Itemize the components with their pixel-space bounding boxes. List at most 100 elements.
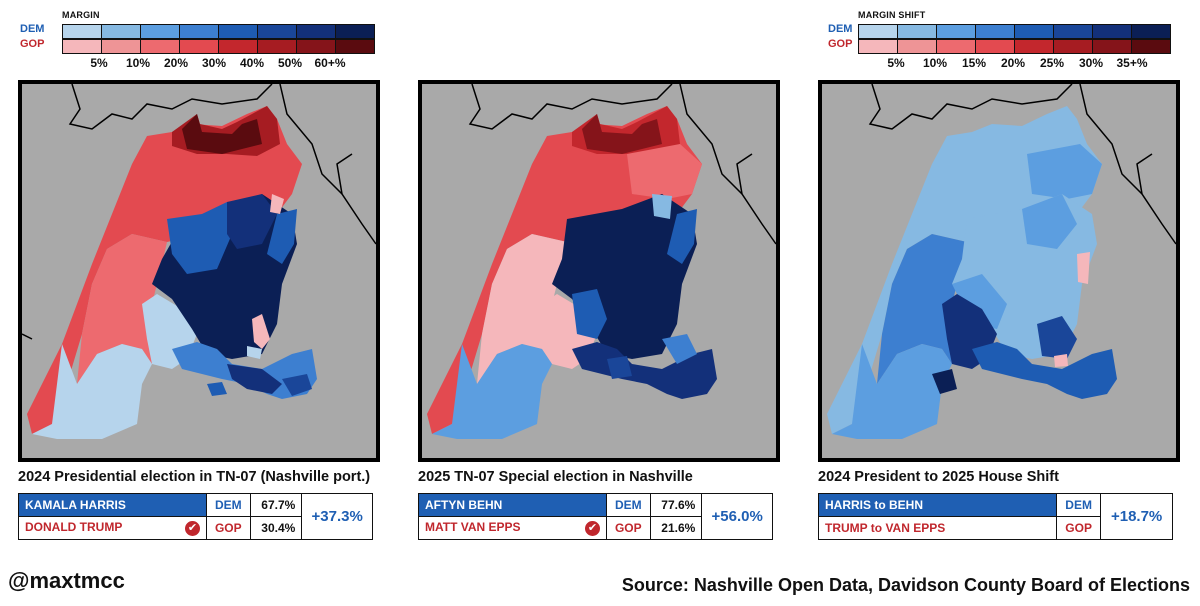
gop-candidate: MATT VAN EPPS (425, 520, 521, 534)
margin-value: +37.3% (301, 493, 373, 540)
margin-legend-tick: 20% (163, 56, 189, 70)
panel-title-shift: 2024 President to 2025 House Shift (818, 469, 1059, 485)
dem-candidate: KAMALA HARRIS (18, 493, 207, 517)
map-2024-presidential-svg (22, 84, 376, 439)
results-table-2024: KAMALA HARRIS DEM 67.7% +37.3% DONALD TR… (18, 493, 373, 540)
shift-value: +18.7% (1100, 493, 1173, 540)
legend-swatch (63, 40, 102, 53)
legend-swatch (937, 25, 976, 38)
precinct (652, 194, 672, 219)
legend-swatch (297, 40, 336, 53)
shift-legend-tick: 10% (922, 56, 948, 70)
shift-legend-title: MARGIN SHIFT (858, 10, 926, 20)
panel-title-2024: 2024 Presidential election in TN-07 (Nas… (18, 469, 371, 485)
shift-legend-tick: 30% (1078, 56, 1104, 70)
precinct (182, 114, 262, 154)
margin-value: +56.0% (701, 493, 773, 540)
gop-party: GOP (206, 516, 251, 540)
legend-swatch (102, 25, 141, 38)
map-shift-svg (827, 84, 1176, 439)
table-row: TRUMP to VAN EPPS GOP (818, 516, 1173, 540)
table-row: DONALD TRUMP ✔ GOP 30.4% (18, 516, 373, 540)
precinct (1027, 144, 1102, 199)
precinct (227, 194, 277, 249)
shift-legend: MARGIN SHIFT DEM GOP 5% 10% 15% 20% 25% … (828, 10, 1178, 72)
precinct (972, 342, 1117, 399)
precinct (247, 346, 262, 359)
legend-swatch (180, 25, 219, 38)
legend-swatch (258, 40, 297, 53)
precinct (267, 209, 297, 264)
legend-swatch (63, 25, 102, 38)
legend-swatch (1132, 25, 1170, 38)
legend-swatch (1015, 40, 1054, 53)
margin-legend-title: MARGIN (62, 10, 100, 20)
source-credit: Source: Nashville Open Data, Davidson Co… (621, 575, 1190, 595)
precinct (207, 382, 227, 396)
table-row: KAMALA HARRIS DEM 67.7% +37.3% (18, 493, 373, 540)
table-row: HARRIS to BEHN DEM +18.7% (818, 493, 1173, 540)
legend-swatch (1054, 25, 1093, 38)
precinct (627, 144, 702, 199)
gop-party: GOP (1055, 516, 1102, 540)
precinct (832, 344, 952, 439)
legend-swatch (336, 40, 374, 53)
legend-swatch (898, 40, 937, 53)
author-handle: @maxtmcc (8, 568, 125, 593)
gop-party: GOP (606, 516, 651, 540)
map-2025-special (418, 80, 780, 462)
dem-party: DEM (606, 493, 651, 517)
dem-shift-label: HARRIS to BEHN (818, 493, 1057, 517)
precinct (227, 364, 282, 394)
map-shift (818, 80, 1180, 462)
shift-legend-dem-label: DEM (828, 23, 853, 35)
precinct (282, 374, 312, 396)
precinct (1022, 194, 1077, 249)
legend-swatch (297, 25, 336, 38)
legend-swatch (1054, 40, 1093, 53)
results-table-shift: HARRIS to BEHN DEM +18.7% TRUMP to VAN E… (818, 493, 1173, 540)
legend-swatch (141, 25, 180, 38)
legend-swatch (1132, 40, 1170, 53)
shift-legend-gop-swatches (858, 39, 1171, 54)
precinct (27, 106, 302, 434)
table-row: AFTYN BEHN DEM 77.6% +56.0% (418, 493, 773, 540)
legend-swatch (258, 25, 297, 38)
precinct (1077, 252, 1090, 284)
precinct (432, 344, 552, 439)
precinct (167, 202, 232, 274)
margin-legend-tick: 60+% (314, 56, 346, 70)
map-2025-special-svg (427, 84, 776, 439)
precinct (952, 274, 1007, 329)
table-row: MATT VAN EPPS ✔ GOP 21.6% (418, 516, 773, 540)
dem-party: DEM (1055, 493, 1102, 517)
legend-swatch (219, 25, 258, 38)
precinct (270, 194, 284, 214)
margin-legend-tick: 50% (277, 56, 303, 70)
legend-swatch (1093, 25, 1132, 38)
legend-swatch (1093, 40, 1132, 53)
dem-candidate: AFTYN BEHN (418, 493, 607, 517)
precinct (572, 342, 717, 399)
margin-legend-tick: 10% (125, 56, 151, 70)
legend-swatch (976, 40, 1015, 53)
shift-legend-tick: 5% (887, 56, 905, 70)
precinct (932, 369, 957, 394)
margin-legend-gop-label: GOP (20, 38, 45, 50)
shift-legend-gop-label: GOP (828, 38, 853, 50)
shift-legend-tick: 20% (1000, 56, 1026, 70)
map-2024-presidential (18, 80, 380, 462)
precinct (572, 289, 607, 339)
dem-pct: 77.6% (649, 493, 703, 517)
precinct (252, 314, 270, 349)
margin-legend-dem-label: DEM (20, 23, 45, 35)
precinct (607, 356, 632, 379)
shift-legend-tick: 25% (1039, 56, 1065, 70)
legend-swatch (336, 25, 374, 38)
gop-candidate-cell: MATT VAN EPPS ✔ (418, 516, 607, 540)
margin-legend: MARGIN DEM GOP 5% 10% 20% 30% 40% 50% 60… (20, 10, 375, 72)
margin-legend-gop-swatches (62, 39, 375, 54)
legend-swatch (937, 40, 976, 53)
precinct (1037, 316, 1077, 359)
gop-candidate: DONALD TRUMP (25, 520, 123, 534)
